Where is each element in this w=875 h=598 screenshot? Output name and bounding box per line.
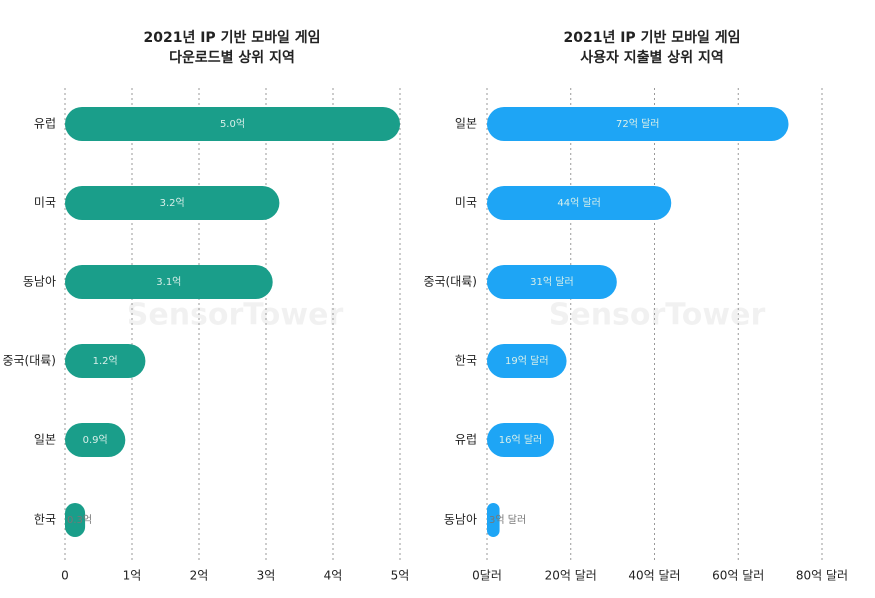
y-tick-label: 미국 — [34, 196, 56, 210]
x-tick-label: 1억 — [123, 569, 142, 583]
x-tick-label: 20억 달러 — [545, 569, 597, 583]
value-label: 3.1억 — [156, 276, 181, 288]
x-tick-label: 40억 달러 — [628, 569, 680, 583]
y-tick-label: 유럽 — [455, 433, 477, 447]
value-label: 0.3억 — [67, 514, 92, 526]
watermark: SensorTower — [549, 298, 766, 333]
x-tick-label: 5억 — [391, 569, 410, 583]
value-label: 3억 달러 — [489, 514, 526, 526]
chart-subtitle: 다운로드별 상위 지역 — [169, 49, 295, 66]
y-tick-label: 미국 — [455, 196, 477, 210]
value-label: 72억 달러 — [616, 118, 660, 130]
y-tick-label: 중국(대륙) — [2, 354, 56, 368]
x-tick-label: 60억 달러 — [712, 569, 764, 583]
y-tick-label: 유럽 — [34, 117, 56, 131]
bar — [65, 344, 146, 378]
x-tick-label: 80억 달러 — [796, 569, 848, 583]
y-tick-label: 일본 — [34, 433, 56, 447]
value-label: 3.2억 — [160, 197, 185, 209]
y-tick-label: 한국 — [455, 354, 477, 368]
x-tick-label: 0달러 — [472, 569, 502, 583]
bar — [65, 503, 86, 537]
bar — [65, 423, 126, 457]
bar — [487, 265, 617, 299]
bar — [487, 107, 789, 141]
x-tick-label: 0 — [61, 569, 69, 583]
chart-subtitle: 사용자 지출별 상위 지역 — [580, 49, 723, 66]
bar — [65, 107, 400, 141]
y-tick-label: 중국(대륙) — [423, 275, 477, 289]
y-tick-label: 한국 — [34, 513, 56, 527]
y-tick-label: 일본 — [455, 117, 477, 131]
value-label: 19억 달러 — [505, 355, 549, 367]
value-label: 1.2억 — [93, 355, 118, 367]
bar — [65, 265, 273, 299]
bar — [487, 344, 567, 378]
bar — [487, 423, 554, 457]
chart-title: 2021년 IP 기반 모바일 게임 — [564, 29, 741, 46]
value-label: 5.0억 — [220, 118, 245, 130]
value-label: 44억 달러 — [557, 197, 601, 209]
bar — [487, 503, 500, 537]
watermark: SensorTower — [127, 298, 344, 333]
x-tick-label: 3억 — [257, 569, 276, 583]
x-tick-label: 2억 — [190, 569, 209, 583]
bar — [487, 186, 672, 220]
y-tick-label: 동남아 — [444, 513, 477, 527]
value-label: 0.9억 — [83, 434, 108, 446]
x-tick-label: 4억 — [324, 569, 343, 583]
bar — [65, 186, 280, 220]
value-label: 31억 달러 — [530, 276, 574, 288]
y-tick-label: 동남아 — [23, 275, 56, 289]
chart-title: 2021년 IP 기반 모바일 게임 — [144, 29, 321, 46]
value-label: 16억 달러 — [499, 434, 543, 446]
